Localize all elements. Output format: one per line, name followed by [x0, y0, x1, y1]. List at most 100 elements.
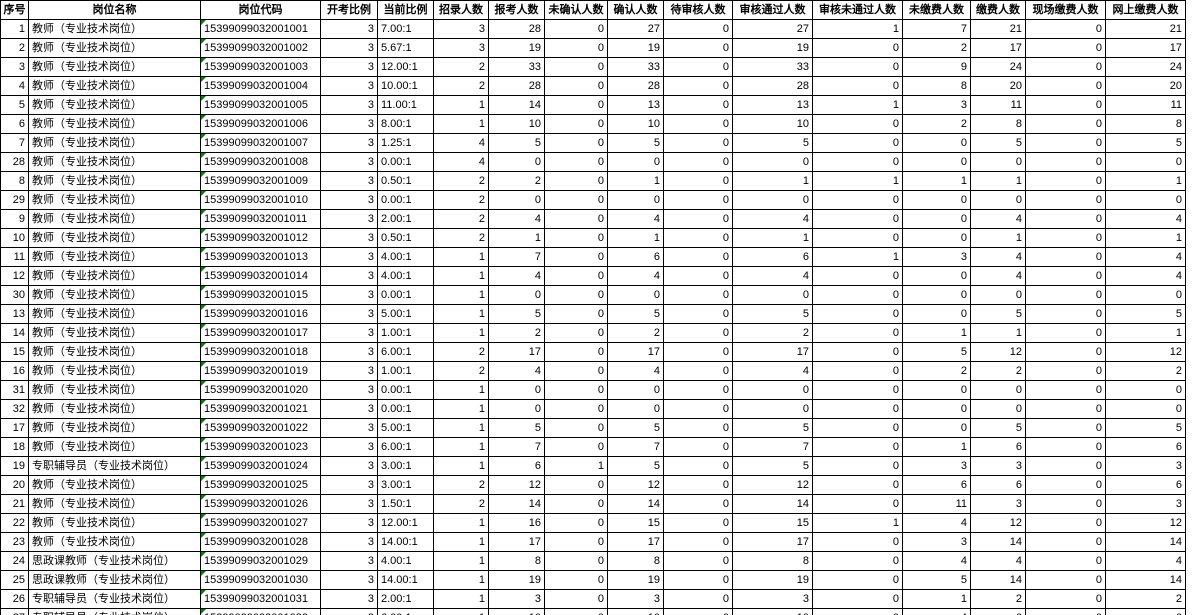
cell-review-passed-count: 10	[732, 608, 813, 615]
cell-position-name: 教师（专业技术岗位）	[28, 361, 201, 381]
cell-confirmed-count: 0	[607, 380, 664, 400]
cell-pending-review-count: 0	[663, 456, 733, 476]
cell-online-paid-count: 14	[1105, 532, 1186, 552]
cell-paid-count: 6	[970, 608, 1026, 615]
cell-review-failed-count: 0	[812, 437, 903, 457]
cell-paid-count: 4	[970, 551, 1026, 571]
table-row: 25 思政课教师（专业技术岗位） 15399099032001030 3 14.00:1…	[0, 570, 1186, 590]
cell-online-paid-count: 0	[1105, 380, 1186, 400]
cell-online-paid-count: 17	[1105, 38, 1186, 58]
cell-recruit-count: 2	[433, 494, 489, 514]
cell-onsite-paid-count: 0	[1025, 171, 1106, 191]
cell-review-passed-count: 1	[732, 228, 813, 248]
cell-position-name: 教师（专业技术岗位）	[28, 380, 201, 400]
cell-online-paid-count: 5	[1105, 418, 1186, 438]
cell-online-paid-count: 6	[1105, 475, 1186, 495]
table-row: 22 教师（专业技术岗位） 15399099032001027 3 12.00:1 1 16…	[0, 513, 1186, 533]
column-header-applicant-count: 报考人数	[488, 0, 545, 20]
cell-position-code: 15399099032001007	[200, 133, 321, 153]
cell-paid-count: 1	[970, 228, 1026, 248]
cell-position-code: 15399099032001014	[200, 266, 321, 286]
cell-online-paid-count: 0	[1105, 152, 1186, 172]
cell-seq: 6	[0, 114, 29, 134]
cell-position-name: 教师（专业技术岗位）	[28, 475, 201, 495]
cell-unpaid-count: 0	[902, 304, 971, 324]
cell-online-paid-count: 1	[1105, 171, 1186, 191]
cell-applicant-count: 28	[488, 19, 545, 39]
cell-onsite-paid-count: 0	[1025, 228, 1106, 248]
cell-review-failed-count: 0	[812, 475, 903, 495]
table-row: 13 教师（专业技术岗位） 15399099032001016 3 5.00:1 1 5 0 5…	[0, 304, 1186, 324]
cell-unconfirmed-count: 0	[544, 513, 608, 533]
cell-pending-review-count: 0	[663, 494, 733, 514]
cell-confirmed-count: 0	[607, 152, 664, 172]
cell-confirmed-count: 1	[607, 228, 664, 248]
cell-recruit-count: 2	[433, 209, 489, 229]
cell-review-passed-count: 4	[732, 361, 813, 381]
cell-applicant-count: 4	[488, 266, 545, 286]
text-format-indicator-icon	[201, 438, 206, 443]
cell-online-paid-count: 11	[1105, 95, 1186, 115]
cell-online-paid-count: 6	[1105, 437, 1186, 457]
cell-seq: 13	[0, 304, 29, 324]
cell-position-code: 15399099032001012	[200, 228, 321, 248]
cell-exam-ratio: 3	[320, 247, 378, 267]
cell-paid-count: 14	[970, 532, 1026, 552]
cell-online-paid-count: 21	[1105, 19, 1186, 39]
cell-unconfirmed-count: 1	[544, 456, 608, 476]
text-format-indicator-icon	[201, 476, 206, 481]
cell-seq: 1	[0, 19, 29, 39]
text-format-indicator-icon	[201, 267, 206, 272]
cell-unpaid-count: 0	[902, 209, 971, 229]
cell-confirmed-count: 19	[607, 570, 664, 590]
cell-unconfirmed-count: 0	[544, 38, 608, 58]
cell-position-name: 教师（专业技术岗位）	[28, 171, 201, 191]
cell-confirmed-count: 10	[607, 114, 664, 134]
cell-exam-ratio: 3	[320, 285, 378, 305]
cell-paid-count: 14	[970, 570, 1026, 590]
cell-recruit-count: 1	[433, 399, 489, 419]
cell-confirmed-count: 0	[607, 190, 664, 210]
cell-recruit-count: 1	[433, 380, 489, 400]
cell-review-passed-count: 5	[732, 133, 813, 153]
cell-exam-ratio: 3	[320, 494, 378, 514]
cell-paid-count: 0	[970, 152, 1026, 172]
cell-position-name: 教师（专业技术岗位）	[28, 418, 201, 438]
cell-paid-count: 4	[970, 209, 1026, 229]
cell-paid-count: 6	[970, 475, 1026, 495]
cell-review-passed-count: 6	[732, 247, 813, 267]
cell-exam-ratio: 3	[320, 209, 378, 229]
cell-position-code: 15399099032001024	[200, 456, 321, 476]
cell-current-ratio: 12.00:1	[377, 57, 434, 77]
cell-confirmed-count: 15	[607, 513, 664, 533]
table-row: 10 教师（专业技术岗位） 15399099032001012 3 0.50:1 2 1 0 1…	[0, 228, 1186, 248]
cell-seq: 26	[0, 589, 29, 609]
cell-current-ratio: 3.00:1	[377, 456, 434, 476]
cell-onsite-paid-count: 0	[1025, 608, 1106, 615]
cell-paid-count: 5	[970, 133, 1026, 153]
cell-position-name: 教师（专业技术岗位）	[28, 133, 201, 153]
cell-unpaid-count: 9	[902, 57, 971, 77]
cell-position-code: 15399099032001015	[200, 285, 321, 305]
cell-position-code: 15399099032001009	[200, 171, 321, 191]
cell-review-passed-count: 0	[732, 152, 813, 172]
cell-review-passed-count: 5	[732, 304, 813, 324]
text-format-indicator-icon	[201, 400, 206, 405]
cell-onsite-paid-count: 0	[1025, 247, 1106, 267]
cell-onsite-paid-count: 0	[1025, 494, 1106, 514]
cell-current-ratio: 0.00:1	[377, 285, 434, 305]
cell-applicant-count: 16	[488, 513, 545, 533]
cell-seq: 2	[0, 38, 29, 58]
cell-onsite-paid-count: 0	[1025, 285, 1106, 305]
cell-pending-review-count: 0	[663, 361, 733, 381]
cell-applicant-count: 19	[488, 38, 545, 58]
cell-paid-count: 2	[970, 589, 1026, 609]
table-row: 29 教师（专业技术岗位） 15399099032001010 3 0.00:1 2 0 0 0…	[0, 190, 1186, 210]
cell-pending-review-count: 0	[663, 19, 733, 39]
cell-applicant-count: 3	[488, 589, 545, 609]
cell-position-code: 15399099032001001	[200, 19, 321, 39]
cell-online-paid-count: 6	[1105, 608, 1186, 615]
text-format-indicator-icon	[201, 571, 206, 576]
cell-onsite-paid-count: 0	[1025, 323, 1106, 343]
cell-unpaid-count: 0	[902, 266, 971, 286]
